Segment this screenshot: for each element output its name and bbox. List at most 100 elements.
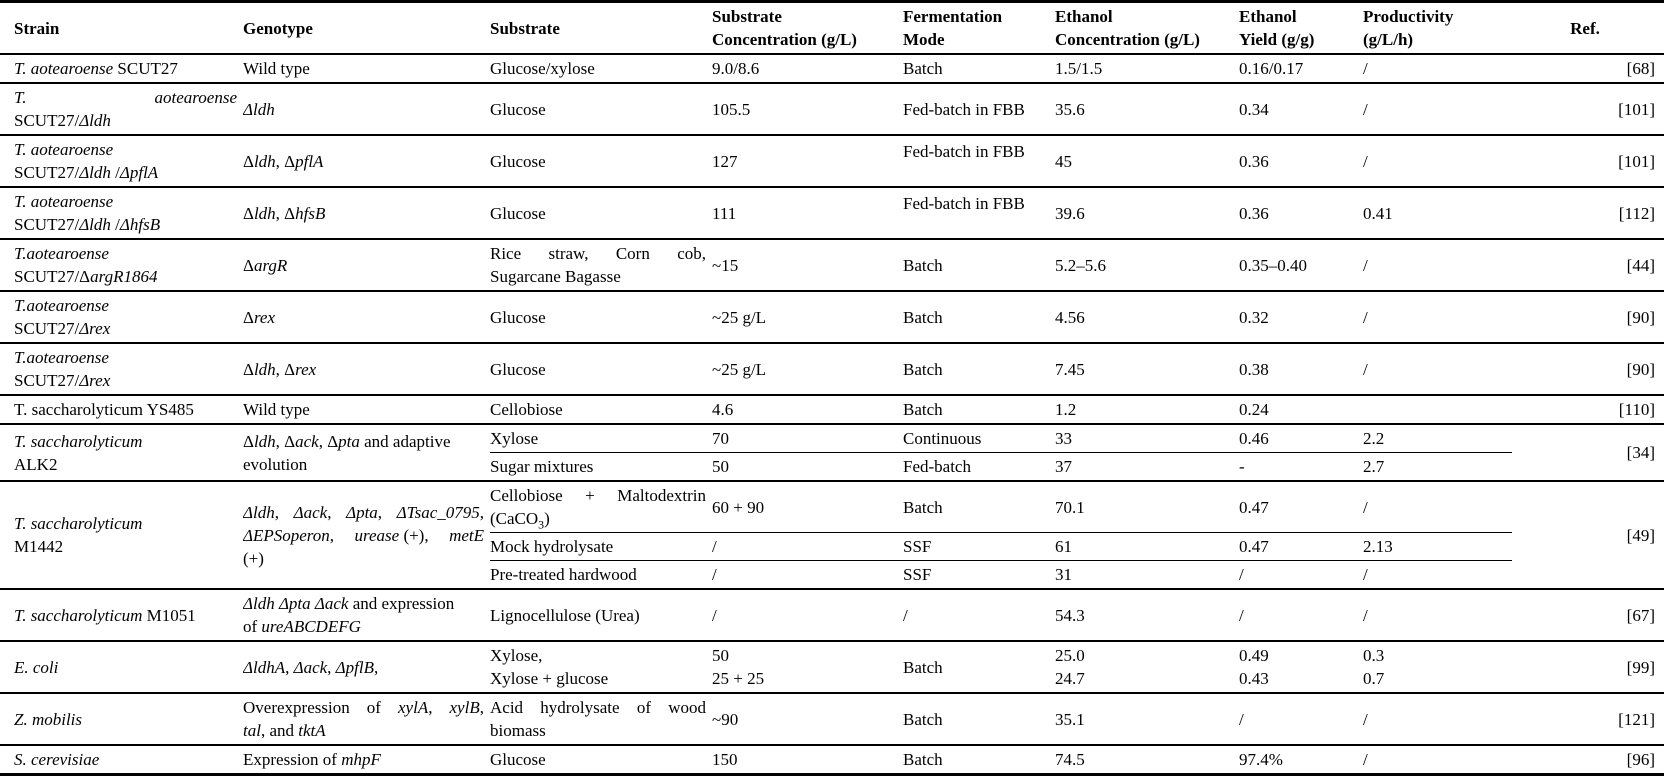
substrate-conc-cell: ~25 g/L	[712, 343, 903, 396]
ethanol-conc-cell: 54.3	[1055, 589, 1239, 642]
substrate-conc-cell: 50 25 + 25	[712, 641, 903, 694]
productivity-cell: /	[1363, 83, 1512, 136]
productivity-cell: /	[1363, 481, 1512, 533]
strain-cell: Z. mobilis	[0, 693, 243, 746]
ethanol-conc-cell: 1.2	[1055, 395, 1239, 425]
ref-cell: [110]	[1512, 395, 1664, 425]
substrate-cell: Cellobiose + Maltodextrin (CaCO3)	[490, 481, 712, 533]
genotype-cell: ΔargR	[243, 239, 490, 292]
ref-cell: [67]	[1512, 589, 1664, 642]
ethanol-conc-cell: 35.6	[1055, 83, 1239, 136]
productivity-cell: 0.3 0.7	[1363, 641, 1512, 694]
genotype-cell: Δldh	[243, 83, 490, 136]
substrate-cell: Glucose	[490, 343, 712, 396]
ethanol-conc-cell: 5.2–5.6	[1055, 239, 1239, 292]
ethanol-yield-cell: 97.4%	[1239, 750, 1283, 769]
productivity-cell: 2.13	[1363, 532, 1512, 561]
fermentation-mode-cell: Fed-batch in FBB	[903, 135, 1055, 188]
ethanol-yield-cell: /	[1239, 560, 1363, 590]
substrate-conc-cell: 105.5	[712, 83, 903, 136]
strain-cell: T. saccharolyticum ALK2	[0, 424, 243, 482]
substrate-conc-cell: 4.6	[712, 395, 903, 425]
table-row: T.aotearoense SCUT27/ΔargR1864 ΔargR Rice…	[0, 239, 1664, 292]
strain-cell: T. saccharolyticum YS485	[0, 395, 243, 425]
ethanol-conc-cell: 37	[1055, 452, 1239, 482]
productivity-cell: /	[1363, 54, 1512, 84]
fermentation-mode-cell: Batch	[903, 481, 1055, 533]
ethanol-conc-cell: 39.6	[1055, 187, 1239, 240]
ref-cell: [34]	[1512, 424, 1664, 482]
ethanol-yield-cell: 0.35–0.40	[1239, 239, 1363, 292]
substrate-cell: Glucose	[490, 83, 712, 136]
ethanol-conc-cell: 4.56	[1055, 291, 1239, 344]
substrate-cell: Acid hydrolysate of wood biomass	[490, 693, 712, 746]
substrate-cell: Xylose, Xylose + glucose	[490, 641, 712, 694]
substrate-conc-cell: 150	[712, 750, 738, 769]
fermentation-mode-cell: SSF	[903, 532, 1055, 561]
ethanol-yield-cell: 0.34	[1239, 83, 1363, 136]
substrate-cell: Mock hydrolysate	[490, 532, 712, 561]
substrate-conc-cell: ~25 g/L	[712, 291, 903, 344]
table-row: T. saccharolyticum M1442 Δldh, Δack, Δpta, Δ…	[0, 481, 1664, 590]
productivity-cell: /	[1363, 291, 1512, 344]
substrate-cell: Glucose	[490, 291, 712, 344]
table-row: E. coli ΔldhA, Δack, ΔpflB, Xylose, Xylos…	[0, 641, 1664, 694]
strain-cell: T.aotearoense SCUT27/Δrex	[0, 291, 243, 344]
ref-cell: [90]	[1512, 343, 1664, 396]
strain-cell: E. coli	[0, 641, 243, 694]
ethanol-yield-cell: -	[1239, 452, 1363, 482]
ref-cell: [112]	[1512, 187, 1664, 240]
ethanol-yield-cell: /	[1239, 589, 1363, 642]
substrate-cell: Glucose	[490, 135, 712, 188]
ethanol-yield-cell: 0.24	[1239, 395, 1363, 425]
table-row: Z. mobilis Overexpression of xylA, xylB, tal…	[0, 693, 1664, 746]
ref-cell: [121]	[1512, 693, 1664, 746]
strain-cell: T.aotearoense SCUT27/ΔargR1864	[0, 239, 243, 292]
genotype-cell: Δldh, ΔhfsB	[243, 187, 490, 240]
substrate-conc-cell: /	[712, 560, 903, 590]
ethanol-conc-cell: 35.1	[1055, 693, 1239, 746]
ethanol-yield-cell: 0.38	[1239, 343, 1363, 396]
productivity-cell: /	[1363, 589, 1512, 642]
substrate-cell: Glucose	[490, 187, 712, 240]
ref-cell: [101]	[1512, 135, 1664, 188]
substrate-cell: Rice straw, Corn cob, Sugarcane Bagasse	[490, 239, 712, 292]
genotype-cell: Δldh, Δack, Δpta and adaptive evolution	[243, 424, 490, 482]
fermentation-mode-cell: Batch	[903, 343, 1055, 396]
genotype-cell: Δldh, Δrex	[243, 343, 490, 396]
col-header-ethanol-concentration: Ethanol Concentration (g/L)	[1055, 1, 1239, 55]
table-row: T. saccharolyticum ALK2 Δldh, Δack, Δpta …	[0, 424, 1664, 482]
ref-cell: [96]	[1626, 750, 1655, 769]
table-row: T. aotearoense SCUT27 Wild type Glucose/…	[0, 54, 1664, 84]
genotype-cell: Δldh, ΔpflA	[243, 135, 490, 188]
ethanol-yield-cell: 0.36	[1239, 135, 1363, 188]
col-header-genotype: Genotype	[243, 1, 490, 55]
substrate-cell: Glucose	[490, 750, 546, 769]
ethanol-conc-cell: 33	[1055, 424, 1239, 453]
fermentation-mode-cell: Fed-batch in FBB	[903, 83, 1055, 136]
productivity-cell: /	[1363, 560, 1512, 590]
strain-cell: T. aotearoense SCUT27/Δldh /ΔpflA	[0, 135, 243, 188]
table-row: T. aotearoense SCUT27/Δldh /ΔpflA Δldh, Δ…	[0, 135, 1664, 188]
substrate-conc-cell: 60 + 90	[712, 481, 903, 533]
fermentation-mode-cell: Fed-batch	[903, 452, 1055, 482]
substrate-cell: Lignocellulose (Urea)	[490, 589, 712, 642]
table-header: Strain Genotype Substrate Substrate Conc…	[0, 1, 1664, 55]
ref-cell: [99]	[1512, 641, 1664, 694]
table-row: T. aotearoense SCUT27/Δldh Δldh Glucose 10…	[0, 83, 1664, 136]
substrate-cell: Glucose/xylose	[490, 54, 712, 84]
ethanol-yield-cell: 0.49 0.43	[1239, 641, 1363, 694]
genotype-cell: Δrex	[243, 291, 490, 344]
strain-cell: T. saccharolyticum M1442	[0, 481, 243, 590]
col-header-substrate: Substrate	[490, 1, 712, 55]
genotype-cell: Overexpression of xylA, xylB, tal, and tktA	[243, 693, 490, 746]
strain-cell: T. aotearoense SCUT27/Δldh	[0, 83, 243, 136]
ethanol-yield-cell: 0.36	[1239, 187, 1363, 240]
productivity-cell: 0.41	[1363, 187, 1512, 240]
productivity-cell: /	[1363, 693, 1512, 746]
ref-cell: [68]	[1512, 54, 1664, 84]
fermentation-mode-cell: Batch	[903, 239, 1055, 292]
ethanol-conc-cell: 61	[1055, 532, 1239, 561]
substrate-conc-cell: 50	[712, 452, 903, 482]
